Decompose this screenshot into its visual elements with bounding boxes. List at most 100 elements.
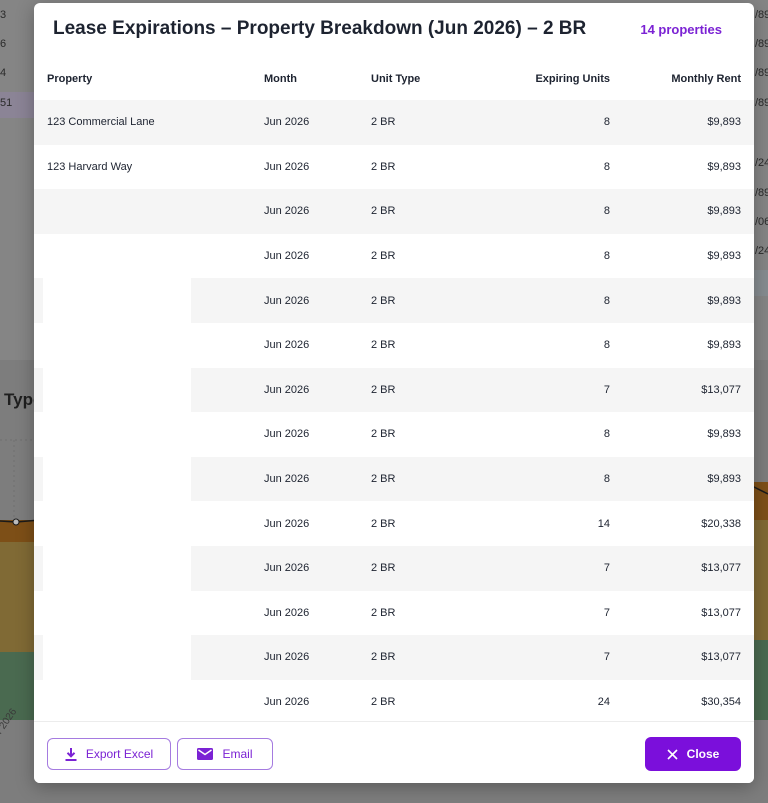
modal-header: Lease Expirations – Property Breakdown (… bbox=[34, 3, 754, 55]
cell-unit-type: 2 BR bbox=[371, 294, 396, 307]
cell-unit-type: 2 BR bbox=[371, 606, 396, 619]
cell-month: Jun 2026 bbox=[264, 696, 310, 709]
cell-expiring-units: 14 bbox=[597, 517, 610, 530]
cell-property: 123 Harvard Way bbox=[47, 160, 133, 173]
x-icon bbox=[667, 748, 678, 760]
cell-month: Jun 2026 bbox=[264, 294, 310, 307]
background-cell: /24 bbox=[755, 157, 768, 169]
cell-month: Jun 2026 bbox=[264, 160, 310, 173]
table-row[interactable]: 123 Commercial Lane Jun 2026 2 BR 8 $9,893 bbox=[34, 100, 754, 145]
cell-expiring-units: 7 bbox=[603, 562, 610, 575]
background-cell: 3 bbox=[0, 9, 7, 21]
cell-monthly-rent: $13,077 bbox=[701, 562, 741, 575]
cell-month: Jun 2026 bbox=[264, 383, 310, 396]
cell-expiring-units: 8 bbox=[603, 473, 610, 486]
export-excel-button[interactable]: Export Excel bbox=[47, 738, 171, 770]
background-cell: /24 bbox=[755, 245, 768, 257]
cell-unit-type: 2 BR bbox=[371, 116, 396, 129]
background-cell: /89 bbox=[755, 67, 768, 79]
background-cell: 6 bbox=[0, 38, 7, 50]
background-cell: 4 bbox=[0, 67, 7, 79]
cell-monthly-rent: $13,077 bbox=[701, 383, 741, 396]
cell-month: Jun 2026 bbox=[264, 651, 310, 664]
cell-property: 123 Commercial Lane bbox=[47, 116, 155, 129]
close-label: Close bbox=[686, 747, 720, 761]
cell-expiring-units: 7 bbox=[603, 606, 610, 619]
background-highlighted-row bbox=[0, 92, 40, 118]
cell-month: Jun 2026 bbox=[264, 606, 310, 619]
cell-month: Jun 2026 bbox=[264, 339, 310, 352]
column-header-month[interactable]: Month bbox=[264, 57, 371, 100]
cell-expiring-units: 8 bbox=[603, 250, 610, 263]
cell-monthly-rent: $9,893 bbox=[707, 250, 741, 263]
cell-monthly-rent: $30,354 bbox=[701, 696, 741, 709]
column-header-monthly-rent[interactable]: Monthly Rent bbox=[610, 57, 754, 100]
property-breakdown-modal: Lease Expirations – Property Breakdown (… bbox=[34, 3, 754, 783]
export-excel-label: Export Excel bbox=[85, 747, 154, 761]
column-header-expiring-units[interactable]: Expiring Units bbox=[471, 57, 610, 100]
background-cell: /89 bbox=[755, 38, 768, 50]
column-header-unit-type[interactable]: Unit Type bbox=[371, 57, 471, 100]
breakdown-table-container[interactable]: Property Month Unit Type Expiring Units … bbox=[34, 57, 754, 721]
cell-expiring-units: 8 bbox=[603, 160, 610, 173]
modal-footer: Export Excel Email Close bbox=[34, 721, 754, 783]
cell-property bbox=[34, 189, 264, 234]
cell-monthly-rent: $9,893 bbox=[707, 339, 741, 352]
cell-expiring-units: 8 bbox=[603, 205, 610, 218]
cell-monthly-rent: $9,893 bbox=[707, 205, 741, 218]
cell-monthly-rent: $9,893 bbox=[707, 294, 741, 307]
cell-unit-type: 2 BR bbox=[371, 339, 396, 352]
modal-title: Lease Expirations – Property Breakdown (… bbox=[53, 18, 587, 39]
cell-expiring-units: 8 bbox=[603, 339, 610, 352]
envelope-icon bbox=[197, 748, 214, 760]
cell-month: Jun 2026 bbox=[264, 428, 310, 441]
column-header-property[interactable]: Property bbox=[34, 57, 264, 100]
cell-monthly-rent: $9,893 bbox=[707, 160, 741, 173]
table-header-row: Property Month Unit Type Expiring Units … bbox=[34, 57, 754, 100]
cell-month: Jun 2026 bbox=[264, 562, 310, 575]
email-button[interactable]: Email bbox=[177, 738, 273, 770]
cell-unit-type: 2 BR bbox=[371, 696, 396, 709]
background-cell: /89 bbox=[755, 187, 768, 199]
cell-monthly-rent: $13,077 bbox=[701, 651, 741, 664]
table-row[interactable]: 123 Harvard Way Jun 2026 2 BR 8 $9,893 bbox=[34, 144, 754, 190]
cell-unit-type: 2 BR bbox=[371, 250, 396, 263]
cell-month: Jun 2026 bbox=[264, 473, 310, 486]
email-label: Email bbox=[222, 747, 253, 761]
table-row[interactable]: Jun 2026 2 BR 8 $9,893 bbox=[34, 189, 754, 234]
property-count-badge: 14 properties bbox=[640, 21, 722, 37]
background-highlighted-row-right bbox=[752, 270, 768, 296]
background-chart bbox=[0, 439, 768, 720]
cell-unit-type: 2 BR bbox=[371, 651, 396, 664]
cell-unit-type: 2 BR bbox=[371, 160, 396, 173]
close-button[interactable]: Close bbox=[645, 737, 741, 771]
cell-expiring-units: 7 bbox=[603, 651, 610, 664]
cell-unit-type: 2 BR bbox=[371, 428, 396, 441]
cell-expiring-units: 7 bbox=[603, 383, 610, 396]
cell-expiring-units: 8 bbox=[603, 428, 610, 441]
cell-monthly-rent: $20,338 bbox=[701, 517, 741, 530]
background-cell: /06 bbox=[755, 216, 768, 228]
cell-unit-type: 2 BR bbox=[371, 562, 396, 575]
cell-monthly-rent: $13,077 bbox=[701, 606, 741, 619]
background-cell: 51 bbox=[0, 97, 13, 109]
cell-unit-type: 2 BR bbox=[371, 517, 396, 530]
redacted-area bbox=[43, 252, 191, 721]
cell-unit-type: 2 BR bbox=[371, 473, 396, 486]
cell-unit-type: 2 BR bbox=[371, 205, 396, 218]
cell-month: Jun 2026 bbox=[264, 116, 310, 129]
cell-month: Jun 2026 bbox=[264, 250, 310, 263]
download-icon bbox=[65, 747, 77, 761]
cell-expiring-units: 8 bbox=[603, 116, 610, 129]
background-cell: /89 bbox=[755, 97, 768, 109]
background-cell: /89 bbox=[755, 9, 768, 21]
cell-unit-type: 2 BR bbox=[371, 383, 396, 396]
cell-month: Jun 2026 bbox=[264, 205, 310, 218]
cell-expiring-units: 24 bbox=[597, 696, 610, 709]
cell-monthly-rent: $9,893 bbox=[707, 473, 741, 486]
cell-expiring-units: 8 bbox=[603, 294, 610, 307]
cell-monthly-rent: $9,893 bbox=[707, 116, 741, 129]
background-chart-title: Type bbox=[4, 390, 43, 409]
cell-month: Jun 2026 bbox=[264, 517, 310, 530]
cell-monthly-rent: $9,893 bbox=[707, 428, 741, 441]
